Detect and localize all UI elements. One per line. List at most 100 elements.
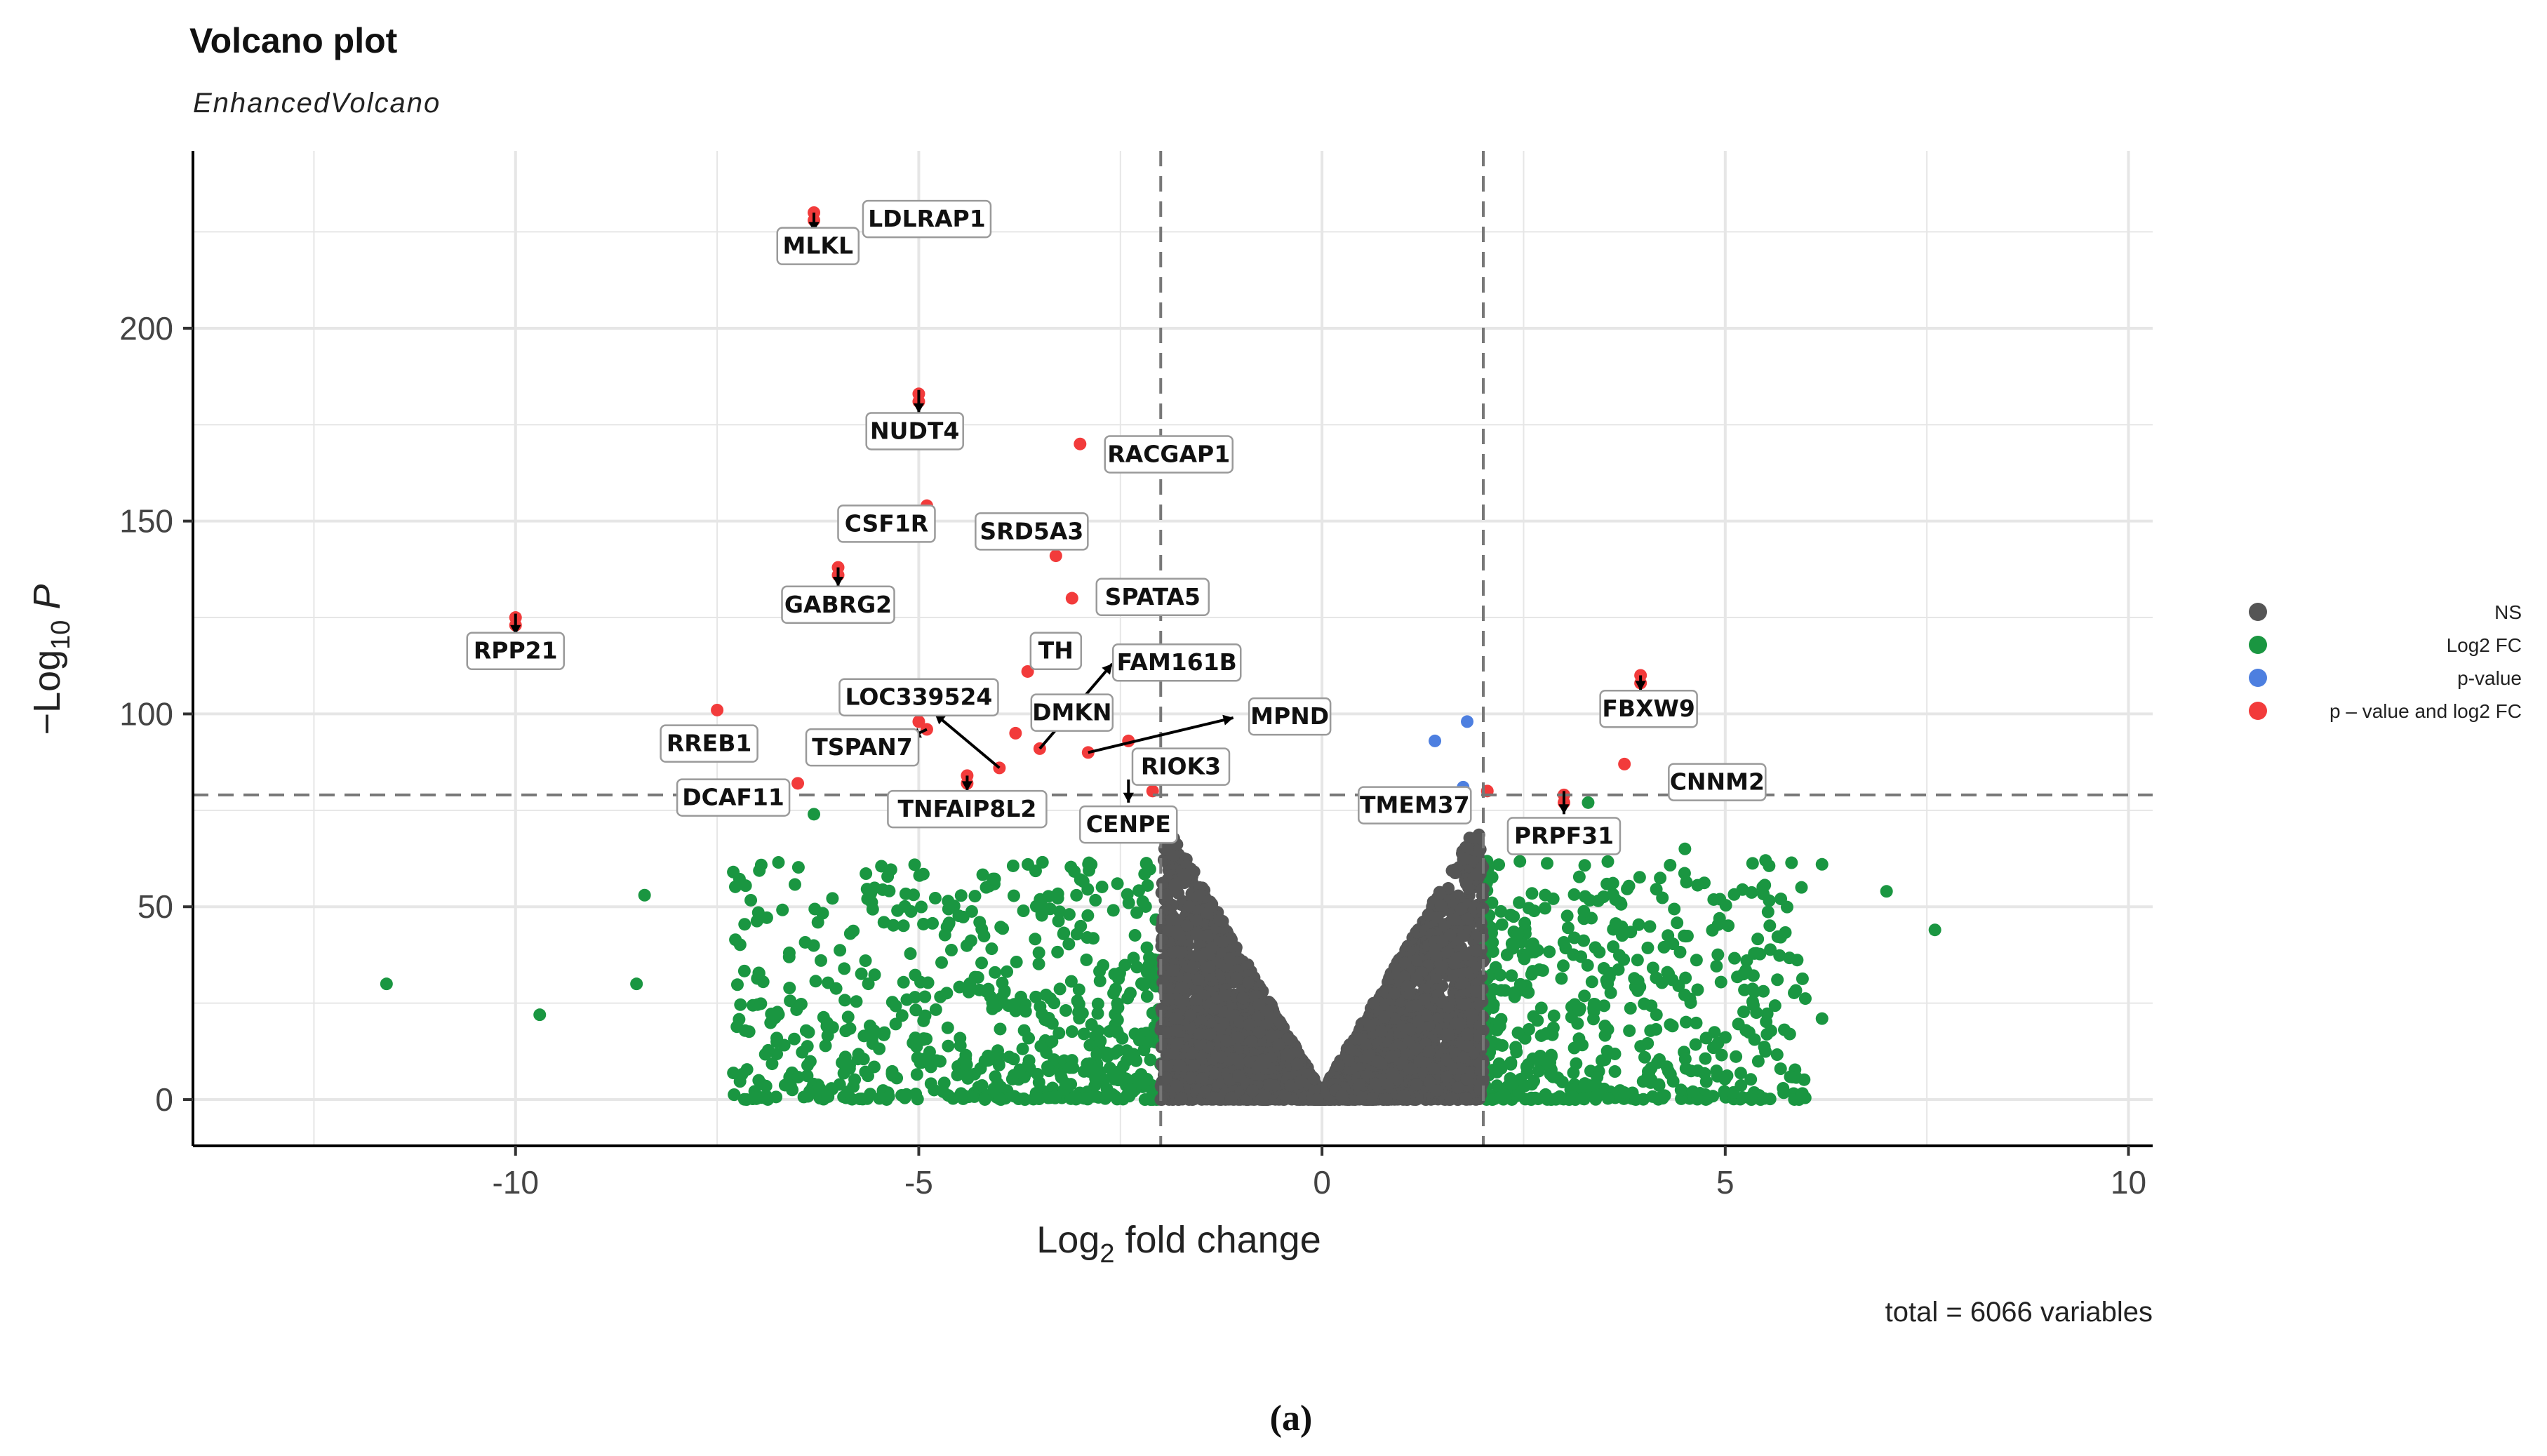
point-fc: [978, 1093, 991, 1106]
point-fc: [727, 1067, 740, 1080]
point-fc: [1774, 1062, 1787, 1076]
point-fc: [865, 1032, 878, 1046]
point-fc: [1065, 1025, 1078, 1038]
point-fc: [1744, 1073, 1758, 1086]
point-fc: [1062, 937, 1076, 951]
point-fc: [1751, 1055, 1765, 1068]
point-fc: [1795, 881, 1808, 894]
point-fc: [951, 1069, 964, 1082]
point-fc: [1796, 1087, 1809, 1100]
point-fc: [1581, 959, 1594, 972]
point-fc: [1789, 984, 1803, 997]
point-fc: [1668, 902, 1681, 916]
point-fc: [1608, 1065, 1622, 1078]
point-ns: [1410, 926, 1423, 939]
point-ns: [1155, 1002, 1168, 1015]
point-fc: [843, 1022, 857, 1035]
point-fc: [942, 1039, 955, 1053]
point-fc: [1633, 871, 1646, 884]
point-fc: [1526, 965, 1539, 978]
point-fc: [1093, 974, 1107, 987]
point-fc: [1493, 1020, 1506, 1033]
point-fc: [1606, 876, 1619, 890]
point-fc: [1535, 1001, 1548, 1015]
point-fc: [1103, 1024, 1116, 1038]
point-fc: [1505, 969, 1518, 982]
point-fc: [1557, 935, 1570, 949]
point-fc: [1048, 996, 1061, 1010]
point-fc: [1758, 1041, 1771, 1054]
point-fc: [1081, 909, 1095, 922]
point-fc: [1628, 972, 1641, 985]
point-fc: [1010, 955, 1023, 968]
point-fc: [733, 1013, 746, 1026]
point-fc: [1111, 877, 1124, 890]
point-fc: [772, 856, 785, 869]
point-fc: [924, 1077, 937, 1090]
point-fc: [750, 914, 763, 928]
point-fc: [1511, 1026, 1525, 1039]
point-fc: [1097, 959, 1110, 972]
point-fc: [900, 993, 914, 1006]
point-fc: [1601, 855, 1615, 868]
point-fc: [1572, 1003, 1586, 1017]
point-fc: [1108, 1047, 1121, 1060]
point-fc: [1513, 855, 1527, 868]
point-fc: [770, 1031, 784, 1045]
point-fc: [1547, 1009, 1560, 1022]
point-fc: [1720, 1069, 1734, 1083]
point-fc: [1631, 954, 1644, 967]
point-fc: [798, 935, 812, 949]
point-fc: [993, 1093, 1006, 1106]
point-fc: [1657, 940, 1671, 954]
point-fc: [1036, 855, 1049, 869]
point-ns: [1217, 935, 1230, 949]
point-fc: [729, 933, 742, 947]
point-fc: [1656, 891, 1669, 904]
point-fc: [910, 1068, 923, 1081]
point-fc: [1495, 904, 1508, 918]
point-fc: [1111, 1093, 1124, 1106]
point-fc: [1064, 860, 1078, 874]
point-fc: [1784, 1070, 1797, 1083]
point-fc: [973, 916, 987, 929]
point-fc: [1742, 1026, 1756, 1039]
point-fc: [1016, 1042, 1029, 1055]
point-ns: [1433, 886, 1446, 899]
point-fc: [737, 964, 751, 977]
point-fc: [1673, 945, 1687, 959]
point-fc: [915, 900, 928, 914]
chart-title: Volcano plot: [189, 21, 398, 60]
point-fc: [740, 1093, 753, 1107]
point-fc: [838, 962, 851, 975]
point-fc: [897, 919, 910, 933]
point-fc: [859, 954, 872, 968]
point-fc: [1560, 909, 1574, 923]
point-ns: [1156, 976, 1170, 989]
point-fc: [1652, 1079, 1666, 1093]
point-fc: [1680, 876, 1693, 889]
point-fc: [980, 881, 993, 894]
point-fc: [808, 902, 822, 916]
point-fc: [1643, 1066, 1656, 1079]
point-fc: [1617, 953, 1631, 966]
point-fc: [791, 861, 805, 874]
point-fc: [841, 1010, 855, 1024]
point-fc: [1578, 989, 1591, 1003]
point-fc: [1041, 1060, 1054, 1074]
point-fc: [1783, 951, 1796, 965]
point-fc: [1121, 991, 1135, 1005]
point-fc: [1646, 961, 1659, 975]
point-fc: [819, 1039, 832, 1053]
point-fc: [1507, 910, 1520, 923]
point-ns: [1202, 929, 1215, 942]
point-fc: [883, 884, 896, 897]
point-fc: [1634, 1040, 1647, 1053]
point-fc: [1629, 1093, 1643, 1106]
point-fc: [914, 975, 928, 989]
point-fc: [1567, 888, 1581, 901]
point-fc: [895, 1009, 909, 1022]
point-fc: [942, 902, 955, 916]
point-fc: [1518, 916, 1532, 930]
point-fc: [1062, 908, 1076, 921]
